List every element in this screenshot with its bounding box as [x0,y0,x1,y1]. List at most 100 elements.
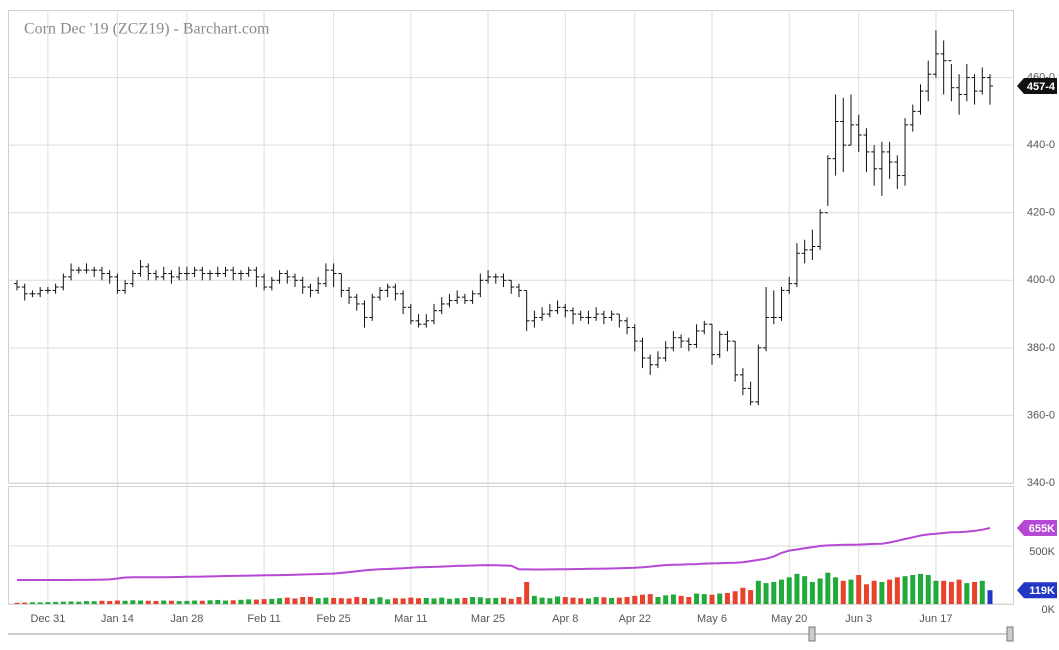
volume-bar [632,595,638,604]
volume-bar [508,598,514,604]
volume-bar [269,598,275,604]
volume-bar [910,574,916,604]
volume-bar [609,597,615,604]
volume-bar [771,581,777,604]
volume-bar [794,573,800,604]
volume-bar [933,580,939,604]
volume-bar [184,600,190,604]
volume-bar [686,597,692,604]
volume-bar [755,580,761,604]
volume-bar [825,572,831,604]
x-tick-label: Mar 11 [394,613,427,625]
volume-bar [362,597,367,604]
y-tick-label: 360-0 [1027,409,1055,421]
volume-bar [91,601,97,604]
volume-bar [601,597,607,604]
volume-bar [856,574,862,604]
volume-bar [261,599,267,604]
x-tick-label: Jun 3 [845,613,872,625]
volume-bar [416,598,422,604]
scroll-handle[interactable] [808,626,816,642]
volume-bar [315,598,321,604]
open-interest-tag-bg [1017,520,1057,537]
volume-bar [153,600,159,604]
scroll-handle[interactable] [1006,626,1014,642]
volume-bar [99,600,105,604]
volume-bar [979,580,985,604]
volume-bar [701,594,707,604]
volume-bar [238,599,244,604]
open-interest-tag: 655K [1029,523,1055,535]
volume-bar [29,602,35,604]
volume-bar [887,579,893,604]
y-tick-label: 440-0 [1027,139,1055,151]
volume-bar [562,597,568,604]
volume-bar [385,599,391,604]
volume-bar [292,598,298,604]
volume-bar [462,597,468,604]
volume-bar [694,593,700,604]
volume-bar [570,597,576,604]
volume-bar [840,580,846,604]
volume-bar [709,594,715,604]
volume-bar [879,581,885,604]
x-tick-label: Jun 17 [919,613,952,625]
volume-bar [246,599,252,604]
volume-bar [408,597,414,604]
volume-bar [138,600,144,604]
volume-bar [894,577,900,604]
volume-bar [802,576,808,604]
volume-bar [307,596,313,604]
volume-bar [493,597,499,604]
x-tick-label: Mar 25 [471,613,505,625]
volume-bar [647,594,653,604]
open-interest-line [17,527,991,581]
volume-bar [400,598,406,604]
x-tick-label: Jan 14 [101,613,134,625]
volume-bar [14,602,20,604]
volume-bar [354,597,360,604]
y-tick-label: 500K [1029,546,1055,558]
volume-bar [640,594,645,604]
y-tick-label: 400-0 [1027,274,1055,286]
volume-bar [230,600,236,604]
volume-bar [176,601,182,604]
x-tick-label: Feb 25 [316,613,350,625]
x-tick-label: Apr 8 [552,613,578,625]
volume-bar [114,600,120,604]
volume-bar [60,601,66,604]
price-panel [8,10,1014,484]
volume-bar [663,595,669,604]
volume-bar [524,581,530,604]
x-tick-label: Jan 28 [170,613,203,625]
y-tick-label: 340-0 [1027,477,1055,489]
chart-title: Corn Dec '19 (ZCZ19) - Barchart.com [24,21,270,38]
volume-bar [277,598,283,604]
volume-bar [848,579,854,604]
volume-bar [477,597,483,604]
volume-bar [918,573,923,604]
volume-bar [655,597,661,604]
volume-bar [392,598,398,604]
volume-bar [964,583,970,604]
volume-bar [786,577,792,604]
volume-tag: 119K [1029,585,1055,597]
volume-bar [76,601,82,604]
x-tick-label: May 6 [697,613,727,625]
volume-bar [724,592,730,604]
volume-bar [624,597,630,604]
volume-bar [740,587,746,604]
volume-bar [593,597,599,604]
volume-bar [817,578,823,604]
volume-bar [346,598,352,604]
y-tick-label: 380-0 [1027,342,1055,354]
volume-bar [516,597,522,604]
volume-bar [192,600,198,604]
volume-bar [809,581,815,604]
volume-bar [972,581,978,604]
volume-bar [956,579,962,604]
volume-bar [470,597,476,604]
volume-bar [902,576,908,604]
price-tag: 457-4 [1027,81,1056,93]
volume-bar [68,601,74,604]
